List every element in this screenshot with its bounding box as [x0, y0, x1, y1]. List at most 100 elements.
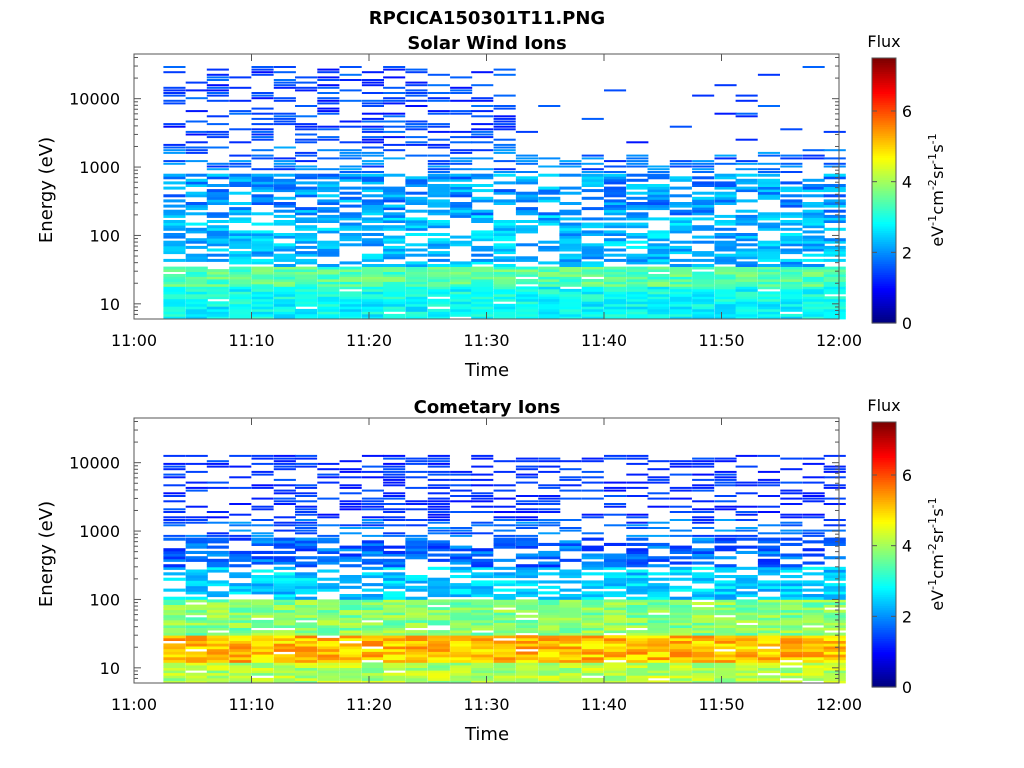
- heatmap-cell: [206, 303, 229, 307]
- heatmap-cell: [317, 468, 340, 471]
- heatmap-cell: [669, 489, 692, 492]
- heatmap-cell: [538, 521, 561, 524]
- heatmap-cell: [383, 558, 406, 562]
- heatmap-cell: [185, 505, 208, 508]
- heatmap-cell: [339, 675, 362, 679]
- heatmap-cell: [559, 609, 582, 613]
- heatmap-cell: [604, 171, 627, 173]
- heatmap-cell: [361, 84, 384, 87]
- heatmap-cell: [780, 503, 803, 505]
- heatmap-cell: [714, 619, 737, 623]
- heatmap-cell: [802, 149, 825, 152]
- heatmap-cell: [493, 596, 516, 600]
- heatmap-cell: [251, 540, 274, 544]
- colorbar-segment: [872, 554, 896, 558]
- heatmap-cell: [538, 632, 561, 636]
- heatmap-cell: [626, 569, 649, 573]
- heatmap-cell: [515, 591, 538, 595]
- heatmap-cell: [206, 640, 229, 644]
- heatmap-cell: [405, 588, 428, 592]
- heatmap-cell: [735, 253, 758, 257]
- heatmap-cell: [647, 637, 670, 641]
- heatmap-cell: [493, 276, 516, 280]
- heatmap-cell: [361, 120, 384, 123]
- heatmap-cell: [493, 588, 516, 592]
- heatmap-cell: [383, 635, 406, 639]
- heatmap-cell: [581, 585, 604, 589]
- heatmap-cell: [559, 281, 582, 285]
- heatmap-cell: [273, 662, 296, 666]
- heatmap-cell: [714, 291, 737, 295]
- heatmap-cell: [427, 635, 450, 639]
- heatmap-cell: [405, 217, 428, 221]
- heatmap-cell: [538, 667, 561, 671]
- heatmap-cell: [471, 235, 494, 239]
- heatmap-cell: [383, 657, 406, 661]
- heatmap-cell: [427, 670, 450, 674]
- heatmap-cell: [493, 222, 516, 226]
- heatmap-cell: [823, 657, 846, 661]
- heatmap-cell: [450, 86, 473, 89]
- heatmap-cell: [471, 580, 494, 584]
- heatmap-cell: [735, 266, 758, 270]
- heatmap-cell: [538, 173, 561, 177]
- heatmap-cell: [383, 516, 406, 519]
- heatmap-cell: [405, 648, 428, 652]
- heatmap-cell: [559, 625, 582, 628]
- heatmap-cell: [823, 654, 846, 658]
- heatmap-cell: [450, 149, 473, 152]
- heatmap-cell: [251, 680, 274, 684]
- heatmap-cell: [405, 303, 428, 307]
- heatmap-cell: [757, 677, 780, 681]
- heatmap-cell: [647, 665, 670, 668]
- heatmap-cell: [493, 269, 516, 272]
- heatmap-cell: [251, 276, 274, 280]
- heatmap-cell: [714, 199, 737, 203]
- heatmap-cell: [515, 588, 538, 592]
- heatmap-cell: [604, 457, 627, 460]
- heatmap-cell: [317, 524, 340, 527]
- heatmap-cell: [361, 125, 384, 128]
- heatmap-cell: [450, 680, 473, 684]
- heatmap-cell: [802, 316, 825, 320]
- colorbar-segment: [872, 543, 896, 547]
- heatmap-cell: [251, 181, 274, 185]
- heatmap-cell: [450, 591, 473, 595]
- heatmap-cell: [714, 609, 737, 613]
- heatmap-cell: [780, 591, 803, 595]
- heatmap-cell: [714, 529, 737, 532]
- heatmap-cell: [361, 165, 384, 168]
- heatmap-cell: [185, 577, 208, 581]
- heatmap-cell: [735, 181, 758, 185]
- heatmap-cell: [427, 286, 450, 290]
- heatmap-cell: [339, 217, 362, 221]
- heatmap-cell: [626, 604, 649, 608]
- heatmap-cell: [273, 596, 296, 600]
- heatmap-cell: [802, 492, 825, 495]
- unit-exponent: -2: [926, 179, 939, 190]
- heatmap-cell: [581, 245, 604, 249]
- heatmap-cell: [647, 591, 670, 595]
- heatmap-cell: [802, 253, 825, 257]
- heatmap-cell: [559, 612, 582, 616]
- colorbar-segment: [872, 179, 896, 183]
- heatmap-cell: [669, 585, 692, 589]
- heatmap-cell: [450, 662, 473, 666]
- colorbar-segment: [872, 314, 896, 317]
- heatmap-cell: [471, 291, 494, 295]
- heatmap-cell: [757, 604, 780, 608]
- heatmap-cell: [780, 670, 803, 674]
- colorbar-segment: [872, 303, 896, 306]
- colorbar-tick-label: 4: [902, 173, 912, 192]
- heatmap-cell: [251, 168, 274, 171]
- heatmap-cell: [604, 657, 627, 661]
- heatmap-cell: [361, 316, 384, 320]
- heatmap-cell: [427, 199, 450, 203]
- colorbar-segment: [872, 80, 896, 83]
- heatmap-cell: [450, 235, 473, 239]
- heatmap-cell: [626, 583, 649, 587]
- heatmap-cell: [339, 79, 362, 81]
- heatmap-cell: [757, 612, 780, 616]
- heatmap-cell: [692, 596, 715, 600]
- heatmap-cell: [317, 248, 340, 252]
